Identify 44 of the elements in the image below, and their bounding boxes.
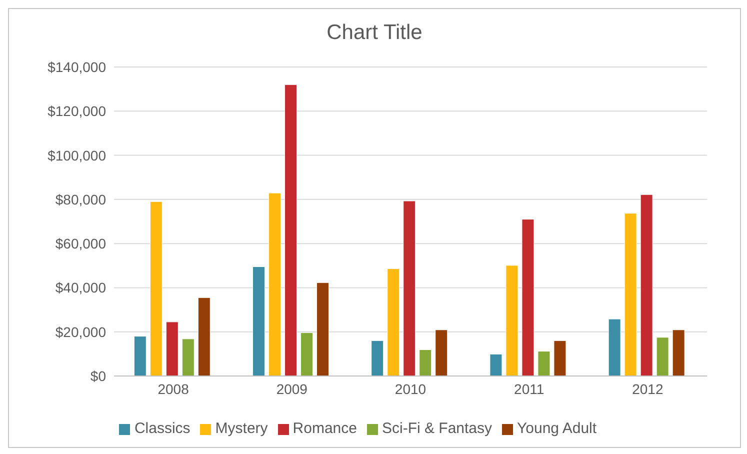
bar: [284, 84, 298, 376]
bar: [490, 354, 502, 376]
y-tick-label: $80,000: [55, 191, 106, 208]
bar: [656, 337, 669, 376]
chart-title: Chart Title: [326, 20, 424, 46]
y-tick-label: $120,000: [48, 103, 106, 120]
bar: [624, 213, 637, 376]
bar: [198, 297, 210, 376]
bar: [371, 340, 384, 376]
bar: [300, 332, 314, 376]
y-tick-label: $140,000: [48, 58, 106, 75]
bar: [252, 266, 266, 376]
y-tick-label: $60,000: [55, 236, 106, 252]
bar: [316, 282, 330, 376]
bar: [672, 330, 685, 376]
x-tick-label: 2008: [158, 380, 190, 397]
y-tick-label: $0: [90, 368, 106, 384]
legend-label: Young Adult: [517, 420, 597, 437]
x-tick-label: 2011: [514, 380, 544, 397]
y-tick-label: $100,000: [48, 147, 106, 164]
legend-label: Romance: [292, 420, 357, 437]
bar: [554, 340, 566, 376]
bar: [640, 194, 653, 376]
x-tick-label: 2009: [276, 380, 308, 397]
legend-label: Sci-Fi & Fantasy: [382, 420, 492, 437]
bar: [150, 201, 162, 376]
bar: [522, 219, 534, 376]
legend-label: Mystery: [215, 420, 268, 437]
x-tick-label: 2012: [632, 380, 664, 397]
bar: [268, 192, 282, 376]
legend-label: Classics: [134, 420, 190, 437]
bar: [134, 336, 146, 376]
bar: [403, 200, 416, 376]
bar: [506, 265, 518, 376]
bar: [182, 338, 194, 376]
bar: [166, 322, 178, 376]
bar: [419, 349, 432, 376]
y-tick-label: $40,000: [55, 280, 106, 296]
bar: [435, 330, 448, 376]
bar: [608, 318, 621, 376]
bar: [387, 268, 400, 376]
bar: [538, 351, 550, 376]
x-tick-label: 2010: [394, 380, 426, 397]
y-tick-label: $20,000: [55, 324, 106, 340]
